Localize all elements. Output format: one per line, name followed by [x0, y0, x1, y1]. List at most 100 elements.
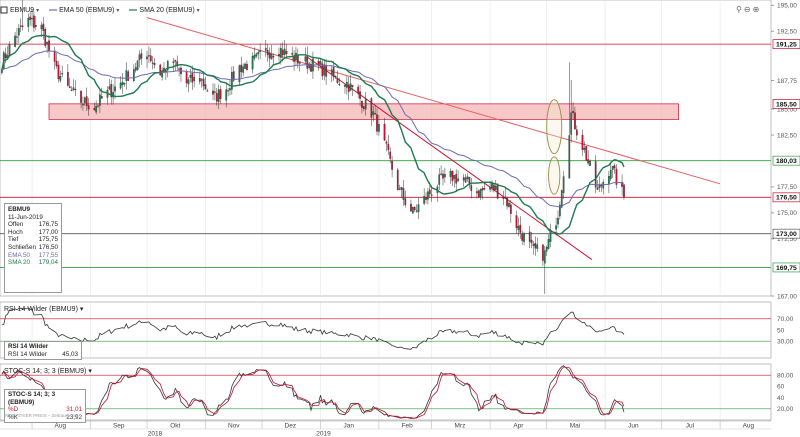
candle-body: [568, 135, 571, 179]
month-label: Jan: [343, 423, 354, 430]
candle-body: [521, 234, 524, 241]
candle-body: [323, 64, 326, 76]
candle-body: [391, 160, 393, 170]
info-row-close: Schließen 176,50: [8, 243, 58, 251]
candle-body: [240, 64, 243, 73]
chevron-down-icon[interactable]: ▾: [88, 368, 92, 375]
candle-body: [491, 183, 493, 189]
candle-body: [268, 52, 271, 59]
candle-body: [285, 51, 288, 54]
price-tick-label: 175,00: [777, 210, 797, 217]
level-label-box: [772, 262, 800, 273]
chevron-down-icon[interactable]: ▾: [36, 7, 40, 14]
candle-body: [502, 196, 505, 199]
candle-body: [611, 166, 614, 170]
legend-label-sma: SMA 20 (EBMU9): [139, 6, 195, 14]
candle-body: [442, 173, 444, 179]
candle-body: [8, 43, 11, 56]
candle-body: [364, 99, 367, 110]
level-label: 180,03: [776, 158, 797, 165]
candle-body: [457, 178, 459, 182]
candle-body: [132, 69, 135, 81]
legend-label-symbol: EBMU9: [10, 6, 35, 14]
info-date: 11-Jun-2019: [8, 213, 43, 221]
candle-body: [462, 177, 465, 181]
month-label: Jul: [686, 423, 695, 430]
candle-body: [217, 89, 220, 103]
candle-body: [174, 59, 177, 62]
candle-body: [440, 173, 442, 175]
candle-body: [374, 113, 376, 115]
legend-item-sma[interactable]: SMA 20 (EBMU9) ▾: [129, 6, 200, 14]
candle-body: [543, 250, 546, 264]
chevron-down-icon[interactable]: ▾: [79, 306, 84, 313]
candle-body: [468, 177, 471, 186]
rsi-box-value: 45,03: [62, 350, 78, 358]
legend-item-ema[interactable]: EMA 50 (EBMU9) ▾: [49, 6, 119, 14]
rsi-panel-label[interactable]: RSI 14 Wilder (EBMU9) ▾: [4, 305, 84, 314]
search-icon[interactable]: ⚲: [736, 5, 742, 14]
candle-body: [200, 79, 203, 81]
candle-body: [127, 71, 130, 81]
candle-body: [266, 49, 269, 55]
level-label-box: [772, 99, 800, 109]
zoom-in-icon[interactable]: ⊕: [752, 5, 760, 14]
candle-body: [455, 174, 458, 184]
candle-body: [291, 52, 294, 55]
month-label: Aug: [743, 423, 755, 430]
rsi-panel-frame: [0, 301, 772, 359]
info-row-ema: EMA 50 177,55: [8, 251, 58, 259]
candle-body: [251, 56, 254, 70]
info-row-low: Tief 175,75: [8, 236, 58, 244]
stoch-panel-label[interactable]: STOC-S 14; 3; 3 (EBMU9) ▾: [4, 367, 92, 376]
candle-body: [378, 124, 380, 132]
candle-body: [93, 107, 96, 111]
candle-body: [549, 230, 552, 242]
candle-body: [57, 64, 60, 80]
candle-body: [545, 246, 548, 252]
candle-body: [187, 79, 190, 85]
candle-body: [594, 161, 597, 188]
candle-body: [396, 169, 399, 191]
candle-body: [321, 63, 324, 77]
candle-body: [583, 147, 586, 150]
candle-body: [476, 191, 478, 194]
candle-body: [172, 61, 175, 64]
info-row-high: Hoch 177,00: [8, 228, 58, 236]
candle-body: [67, 72, 69, 86]
candle-body: [310, 63, 312, 72]
chevron-down-icon[interactable]: ▾: [196, 7, 200, 14]
year-label: 2019: [316, 431, 331, 437]
candle-body: [33, 15, 35, 28]
month-label: Apr: [513, 423, 524, 430]
candle-body: [589, 161, 591, 166]
candle-body: [560, 190, 563, 208]
candle-body: [338, 83, 341, 86]
candle-body: [477, 190, 480, 198]
candle-body: [519, 224, 522, 233]
candle-body: [253, 55, 256, 59]
zoom-out-icon[interactable]: ⊖: [743, 5, 751, 14]
candle-body: [27, 17, 30, 27]
candle-body: [470, 185, 473, 191]
candle-body: [496, 183, 499, 199]
price-tick-label: 195,00: [777, 2, 797, 9]
candle-body: [449, 171, 452, 177]
candle-body: [489, 187, 491, 190]
indicator-tick-label: 50: [777, 327, 785, 334]
level-label: 169,75: [776, 265, 797, 272]
candle-body: [136, 60, 139, 71]
legend-item-symbol[interactable]: EBMU9 ▾: [0, 6, 39, 14]
candle-body: [547, 239, 550, 249]
candle-body: [430, 194, 433, 196]
candle-body: [119, 82, 122, 89]
chevron-down-icon[interactable]: ▾: [116, 7, 120, 14]
candle-body: [398, 188, 401, 190]
candle-body: [346, 82, 348, 88]
price-tick-label: 182,50: [777, 132, 797, 139]
chart-toolbar: ⚲ ⊖ ⊕: [736, 5, 759, 14]
candle-body: [110, 84, 113, 98]
stoch-k-label: %K: [8, 413, 18, 421]
candle-body: [404, 198, 407, 206]
candle-body: [587, 159, 589, 164]
